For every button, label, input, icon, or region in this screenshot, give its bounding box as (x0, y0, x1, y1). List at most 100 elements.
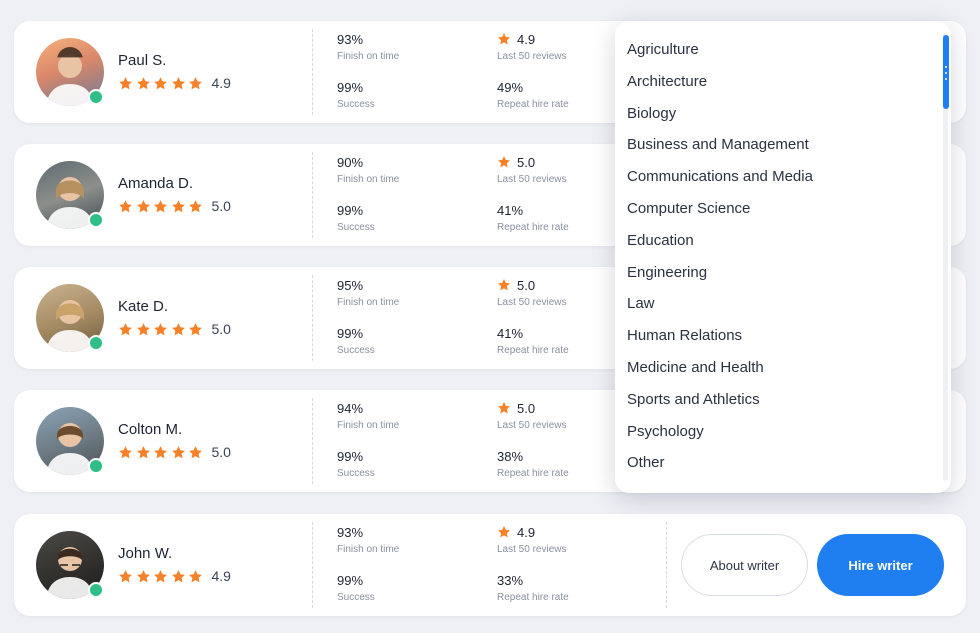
subject-option-psychology[interactable]: Psychology (627, 422, 704, 440)
subject-option-education[interactable]: Education (627, 231, 694, 249)
repeat-label: Repeat hire rate (497, 99, 569, 110)
writer-name[interactable]: John W. (118, 545, 173, 562)
subject-option-human-relations[interactable]: Human Relations (627, 327, 743, 345)
subject-option-biology[interactable]: Biology (627, 104, 677, 122)
star-icon (497, 525, 511, 539)
success-value: 99% (337, 448, 364, 464)
success-label: Success (337, 222, 375, 233)
subject-option-law[interactable]: Law (627, 295, 655, 313)
success-label: Success (337, 99, 375, 110)
reviews-label: Last 50 reviews (497, 297, 567, 308)
star-icon (153, 76, 168, 91)
grip-icon (945, 66, 947, 80)
subject-option-sports[interactable]: Sports and Athletics (627, 390, 760, 408)
reviews-stat: 5.0 Last 50 reviews (497, 154, 566, 186)
reviews-label: Last 50 reviews (497, 51, 567, 62)
hire-writer-button[interactable]: Hire writer (817, 534, 944, 596)
finish-label: Finish on time (337, 297, 400, 308)
writer-name[interactable]: Amanda D. (118, 175, 194, 192)
reviews-value: 5.0 (517, 400, 536, 416)
reviews-stat: 5.0 Last 50 reviews (497, 400, 567, 432)
star-icon (497, 32, 511, 46)
subject-option-other[interactable]: Other (627, 454, 665, 472)
star-icon (118, 322, 133, 337)
finish-value: 95% (337, 277, 364, 293)
star-icon (171, 322, 186, 337)
divider (312, 152, 313, 238)
reviews-value: 4.9 (517, 31, 536, 47)
star-icon (188, 569, 203, 584)
finish-label: Finish on time (337, 51, 400, 62)
star-icon (153, 322, 168, 337)
writer-name[interactable]: Paul S. (118, 52, 167, 69)
online-status-dot (88, 582, 104, 598)
rating-value: 4.9 (211, 75, 231, 91)
success-stat: 99% Success (337, 79, 375, 111)
repeat-label: Repeat hire rate (497, 468, 569, 479)
about-writer-button[interactable]: About writer (681, 534, 808, 596)
finish-stat: 93% Finish on time (337, 31, 400, 63)
star-icon (136, 445, 151, 460)
success-value: 99% (337, 572, 364, 588)
subject-option-communications[interactable]: Communications and Media (627, 168, 813, 186)
scrollbar-track[interactable] (943, 33, 948, 481)
subject-option-engineering[interactable]: Engineering (627, 263, 708, 281)
subject-list: Agriculture Architecture Biology Busines… (615, 39, 813, 484)
subject-option-medicine[interactable]: Medicine and Health (627, 358, 764, 376)
success-value: 99% (337, 325, 364, 341)
reviews-stat: 5.0 Last 50 reviews (497, 277, 567, 309)
success-stat: 99% Success (337, 325, 375, 357)
subject-option-architecture[interactable]: Architecture (627, 72, 708, 90)
star-icon (136, 322, 151, 337)
star-icon (153, 199, 168, 214)
star-rating: 5.0 (118, 198, 231, 214)
online-status-dot (88, 212, 104, 228)
rating-value: 4.9 (211, 568, 231, 584)
finish-value: 90% (337, 154, 364, 170)
finish-value: 93% (337, 524, 364, 540)
star-icon (497, 278, 511, 292)
star-icon (118, 76, 133, 91)
success-stat: 99% Success (337, 572, 375, 604)
reviews-value: 4.9 (517, 524, 536, 540)
reviews-label: Last 50 reviews (497, 420, 567, 431)
success-stat: 99% Success (337, 448, 375, 480)
divider (312, 275, 313, 361)
star-icon (497, 401, 511, 415)
finish-stat: 95% Finish on time (337, 277, 400, 309)
subject-option-agriculture[interactable]: Agriculture (627, 41, 699, 58)
star-rating: 5.0 (118, 444, 231, 460)
reviews-stat: 4.9 Last 50 reviews (497, 524, 566, 556)
repeat-label: Repeat hire rate (497, 345, 569, 356)
success-label: Success (337, 592, 375, 603)
rating-value: 5.0 (211, 321, 231, 337)
star-icon (188, 445, 203, 460)
online-status-dot (88, 335, 104, 351)
divider (312, 522, 313, 608)
star-icon (171, 445, 186, 460)
finish-value: 94% (337, 400, 364, 416)
star-icon (171, 569, 186, 584)
subject-dropdown[interactable]: Agriculture Architecture Biology Busines… (615, 21, 951, 493)
success-stat: 99% Success (337, 202, 375, 234)
star-icon (136, 76, 151, 91)
reviews-stat: 4.9 Last 50 reviews (497, 31, 567, 63)
writer-name[interactable]: Colton M. (118, 421, 183, 438)
repeat-value: 33% (497, 572, 524, 588)
repeat-stat: 49% Repeat hire rate (497, 79, 569, 111)
star-rating: 5.0 (118, 321, 231, 337)
finish-label: Finish on time (337, 420, 400, 431)
writer-name[interactable]: Kate D. (118, 298, 169, 315)
divider (666, 522, 667, 608)
subject-option-business[interactable]: Business and Management (627, 136, 809, 154)
repeat-value: 41% (497, 325, 524, 341)
repeat-label: Repeat hire rate (497, 222, 569, 233)
success-label: Success (337, 345, 375, 356)
subject-option-computer-science[interactable]: Computer Science (627, 199, 751, 217)
success-value: 99% (337, 202, 364, 218)
star-icon (118, 445, 133, 460)
repeat-label: Repeat hire rate (497, 592, 569, 603)
repeat-stat: 38% Repeat hire rate (497, 448, 569, 480)
repeat-stat: 41% Repeat hire rate (497, 202, 569, 234)
repeat-value: 49% (497, 79, 524, 95)
